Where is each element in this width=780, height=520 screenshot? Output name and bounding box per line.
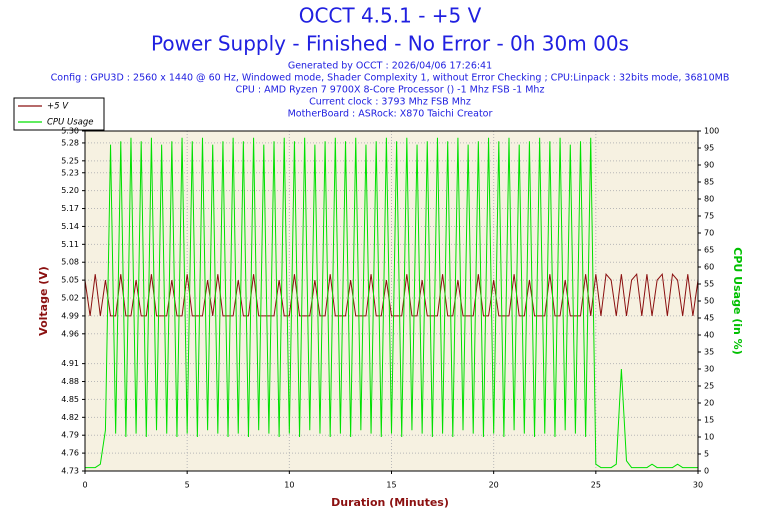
x-tick-label: 15 — [386, 481, 396, 490]
y-tick-label: 4.96 — [61, 329, 79, 338]
info-line: Generated by OCCT : 2026/04/06 17:26:41 — [288, 61, 492, 72]
series-line — [84, 272, 699, 317]
y2-tick-label: 50 — [704, 297, 714, 306]
series-line — [85, 137, 698, 469]
y-tick-label: 4.91 — [61, 359, 79, 368]
y-tick-label: 4.73 — [61, 467, 79, 476]
y2-tick-label: 90 — [704, 161, 714, 170]
legend-label: CPU Usage — [47, 118, 93, 128]
y2-tick-label: 95 — [704, 144, 714, 153]
x-tick-label: 25 — [591, 481, 601, 490]
y2-tick-label: 80 — [704, 195, 714, 204]
y2-tick-label: 25 — [704, 382, 714, 391]
info-line: CPU : AMD Ryzen 7 9700X 8-Core Processor… — [236, 85, 545, 96]
y2-tick-label: 35 — [704, 348, 714, 357]
y2-tick-label: 45 — [704, 314, 714, 323]
y2-tick-label: 15 — [704, 416, 714, 425]
y-tick-label: 4.79 — [61, 431, 79, 440]
y2-tick-label: 65 — [704, 246, 714, 255]
info-line: Config : GPU3D : 2560 x 1440 @ 60 Hz, Wi… — [51, 73, 730, 84]
y2-axis-title: CPU Usage (in %) — [731, 247, 744, 354]
legend-label: +5 V — [47, 102, 69, 112]
chart-title: OCCT 4.5.1 - +5 V — [299, 4, 482, 28]
x-tick-label: 20 — [489, 481, 499, 490]
y2-tick-label: 100 — [704, 127, 719, 136]
info-line: MotherBoard : ASRock: X870 Taichi Creato… — [288, 109, 493, 120]
y2-tick-label: 5 — [704, 450, 709, 459]
x-tick-label: 30 — [693, 481, 703, 490]
y-tick-label: 5.11 — [61, 240, 79, 249]
y-tick-label: 5.14 — [61, 222, 79, 231]
y2-tick-label: 60 — [704, 263, 714, 272]
info-line: Current clock : 3793 Mhz FSB Mhz — [309, 97, 471, 108]
y-tick-label: 5.05 — [61, 276, 79, 285]
chart-subtitle: Power Supply - Finished - No Error - 0h … — [151, 32, 629, 56]
y-tick-label: 4.85 — [61, 395, 79, 404]
y2-tick-label: 0 — [704, 467, 709, 476]
y-tick-label: 5.25 — [61, 156, 79, 165]
x-axis-title: Duration (Minutes) — [331, 496, 449, 509]
y2-tick-label: 30 — [704, 365, 714, 374]
plot-frame — [84, 130, 699, 472]
y2-tick-label: 20 — [704, 399, 714, 408]
y2-tick-label: 40 — [704, 331, 714, 340]
y-tick-label: 5.20 — [61, 186, 79, 195]
y-tick-label: 4.99 — [61, 311, 79, 320]
y-tick-label: 5.23 — [61, 168, 79, 177]
y-tick-label: 5.17 — [61, 204, 79, 213]
x-tick-label: 5 — [185, 481, 190, 490]
y-tick-label: 4.82 — [61, 413, 79, 422]
y-tick-label: 5.08 — [61, 258, 79, 267]
y-axis-title: Voltage (V) — [37, 266, 50, 336]
y-tick-label: 5.28 — [61, 138, 79, 147]
y-tick-label: 5.02 — [61, 294, 79, 303]
x-tick-label: 0 — [82, 481, 87, 490]
y2-tick-label: 55 — [704, 280, 714, 289]
y-tick-label: 4.88 — [61, 377, 79, 386]
y2-tick-label: 85 — [704, 178, 714, 187]
y2-tick-label: 70 — [704, 229, 714, 238]
x-tick-label: 10 — [284, 481, 294, 490]
legend-box — [13, 97, 105, 131]
y-tick-label: 4.76 — [61, 449, 79, 458]
y2-tick-label: 10 — [704, 433, 714, 442]
y2-tick-label: 75 — [704, 212, 714, 221]
y-tick-label: 5.30 — [61, 127, 79, 136]
